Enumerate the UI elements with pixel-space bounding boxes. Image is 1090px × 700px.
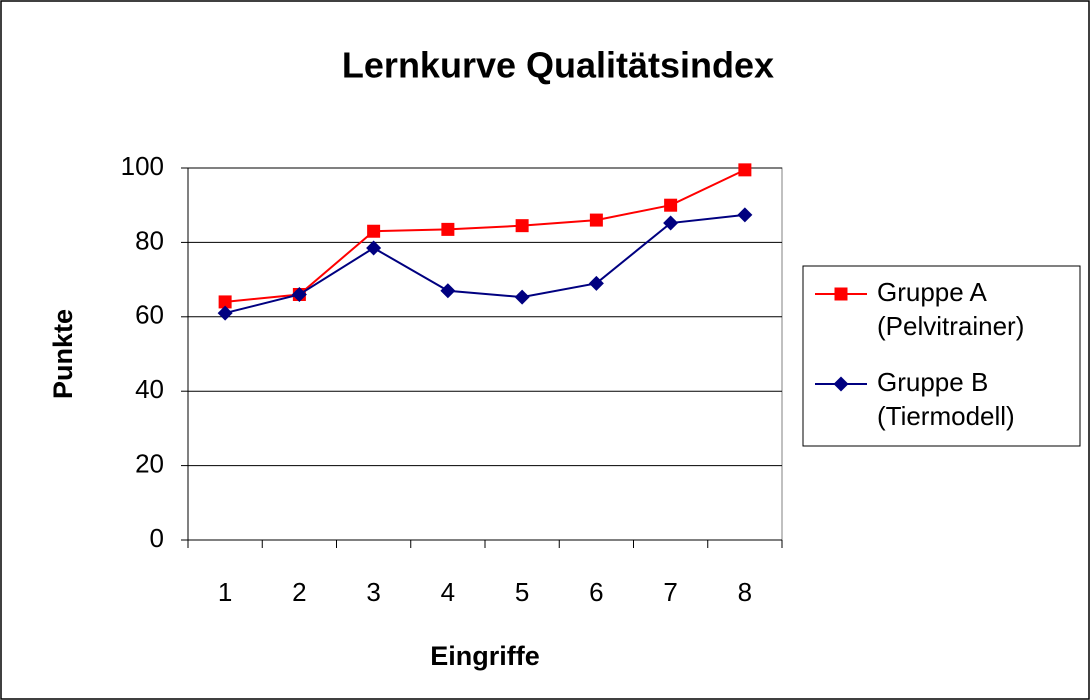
marker: [664, 198, 678, 212]
y-tick-label: 80: [135, 225, 164, 255]
marker: [663, 215, 679, 231]
marker: [833, 376, 849, 392]
x-tick-label: 4: [441, 577, 455, 607]
x-tick-label: 3: [366, 577, 380, 607]
marker: [738, 163, 752, 177]
chart-title: Lernkurve Qualitätsindex: [342, 45, 774, 86]
marker: [515, 219, 529, 233]
x-tick-label: 5: [515, 577, 529, 607]
marker: [514, 289, 530, 305]
x-tick-label: 1: [218, 577, 232, 607]
legend-label: Gruppe B (Tiermodell): [877, 367, 1015, 431]
marker: [737, 207, 753, 223]
marker: [834, 287, 848, 301]
x-tick-label: 2: [292, 577, 306, 607]
marker: [440, 283, 456, 299]
legend: [802, 265, 1081, 447]
y-tick-label: 100: [121, 151, 164, 181]
x-tick-label: 6: [589, 577, 603, 607]
x-tick-label: 7: [663, 577, 677, 607]
x-axis-label: Eingriffe: [430, 641, 540, 671]
marker: [589, 213, 603, 227]
y-tick-label: 0: [150, 523, 164, 553]
marker: [218, 295, 232, 309]
marker: [441, 222, 455, 236]
series-line: [224, 213, 745, 315]
y-tick-label: 60: [135, 300, 164, 330]
marker: [366, 240, 382, 256]
y-axis-label: Punkte: [48, 309, 78, 399]
y-tick-label: 40: [135, 374, 164, 404]
marker: [588, 275, 604, 291]
series-line: [225, 168, 746, 303]
plot-area: [187, 167, 783, 541]
y-tick-label: 20: [135, 448, 164, 478]
marker: [291, 286, 307, 302]
x-tick-label: 8: [738, 577, 752, 607]
marker: [367, 224, 381, 238]
legend-label-line: Gruppe B: [877, 367, 988, 397]
legend-label: Gruppe A (Pelvitrainer): [877, 277, 1024, 341]
marker: [217, 305, 233, 321]
legend-label-line: Gruppe A: [877, 277, 988, 307]
legend-label-line: (Pelvitrainer): [877, 311, 1024, 341]
legend-label-line: (Tiermodell): [877, 401, 1015, 431]
